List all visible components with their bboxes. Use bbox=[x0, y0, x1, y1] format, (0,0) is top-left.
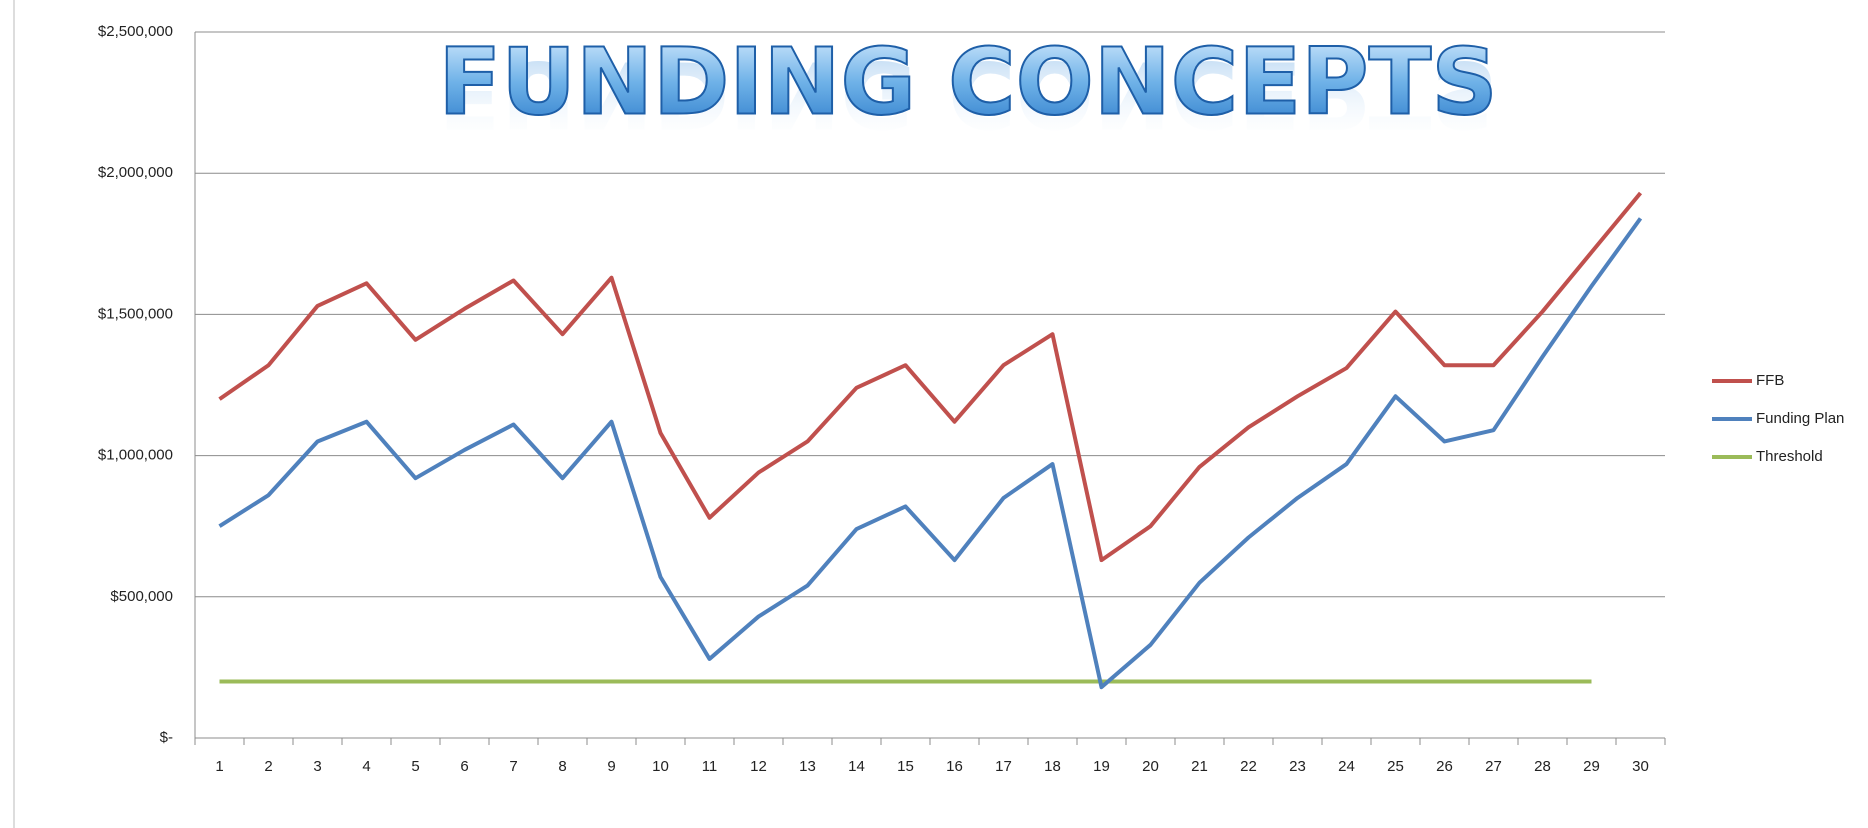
x-tick-label: 3 bbox=[313, 758, 321, 775]
x-tick-label: 18 bbox=[1044, 758, 1061, 775]
x-tick-label: 26 bbox=[1436, 758, 1453, 775]
series-line bbox=[218, 191, 1643, 563]
plot-area: $- $500,000 $1,000,000 $1,500,000 $2,000,000… bbox=[98, 23, 1844, 775]
y-tick-label: $2,000,000 bbox=[98, 164, 173, 181]
x-tick-label: 10 bbox=[652, 758, 669, 775]
x-tick-label: 13 bbox=[799, 758, 816, 775]
x-tick-label: 12 bbox=[750, 758, 767, 775]
x-tick-label: 21 bbox=[1191, 758, 1208, 775]
x-tick-label: 29 bbox=[1583, 758, 1600, 775]
x-tick-label: 16 bbox=[946, 758, 963, 775]
y-tick-label: $1,500,000 bbox=[98, 305, 173, 322]
chart-title: FUNDING CONCEPTS bbox=[438, 28, 1497, 135]
x-tick-label: 4 bbox=[362, 758, 370, 775]
y-tick-label: $1,000,000 bbox=[98, 447, 173, 464]
x-tick-label: 14 bbox=[848, 758, 865, 775]
legend-label: Threshold bbox=[1756, 448, 1823, 465]
x-tick-label: 2 bbox=[264, 758, 272, 775]
x-tick-label: 24 bbox=[1338, 758, 1355, 775]
legend-label: Funding Plan bbox=[1756, 410, 1844, 427]
x-tick-label: 27 bbox=[1485, 758, 1502, 775]
x-tick-label: 19 bbox=[1093, 758, 1110, 775]
x-tick-label: 17 bbox=[995, 758, 1012, 775]
y-tick-label: $2,500,000 bbox=[98, 23, 173, 40]
x-tick-label: 28 bbox=[1534, 758, 1551, 775]
x-tick-label: 25 bbox=[1387, 758, 1404, 775]
x-tick-label: 8 bbox=[558, 758, 566, 775]
title-reflection: FUNDING CONCEPTS bbox=[438, 41, 1497, 148]
x-tick-label: 15 bbox=[897, 758, 914, 775]
x-tick-label: 7 bbox=[509, 758, 517, 775]
x-tick-label: 6 bbox=[460, 758, 468, 775]
x-tick-label: 9 bbox=[607, 758, 615, 775]
x-tick-label: 30 bbox=[1632, 758, 1649, 775]
x-tick-label: 23 bbox=[1289, 758, 1306, 775]
x-tick-label: 5 bbox=[411, 758, 419, 775]
x-tick-label: 20 bbox=[1142, 758, 1159, 775]
x-tick-label: 1 bbox=[215, 758, 223, 775]
legend-label: FFB bbox=[1756, 372, 1784, 389]
x-tick-label: 22 bbox=[1240, 758, 1257, 775]
y-tick-label: $500,000 bbox=[110, 588, 173, 605]
series-line bbox=[218, 217, 1643, 690]
y-tick-label: $- bbox=[160, 729, 173, 746]
x-tick-label: 11 bbox=[702, 758, 718, 775]
